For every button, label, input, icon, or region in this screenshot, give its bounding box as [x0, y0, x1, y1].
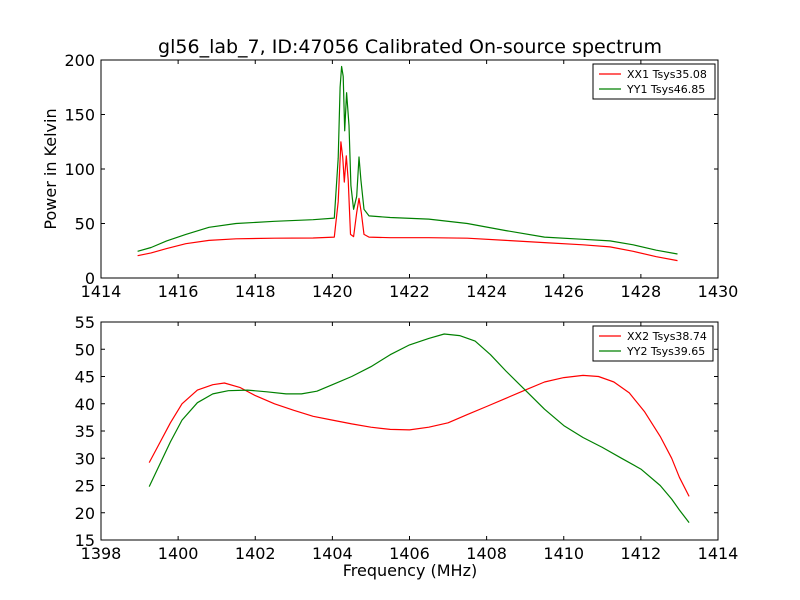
legend-box: [592, 63, 716, 100]
top-ticks-group: 1414 1416 1418 1420 1422 1424 1426 1428 1430 0 50 1…: [64, 51, 738, 301]
x-tick-label: 1424: [466, 282, 507, 301]
series-line-1-1: [148, 333, 690, 523]
y-tick-label: 45: [75, 368, 95, 387]
x-tick-label: 1416: [158, 282, 199, 301]
x-tick-label: 1428: [621, 282, 662, 301]
x-tick-label: 1408: [466, 544, 507, 563]
x-tick-label: 1400: [158, 544, 199, 563]
y-tick-label: 0: [85, 269, 95, 288]
y-tick-label: 50: [75, 215, 95, 234]
legend-label: YY1 Tsys46.85: [626, 83, 705, 96]
x-tick-label: 1430: [698, 282, 739, 301]
bottom-ticks-group: 1398 1400 1402 1404 1406 1408 1410 1412 1414 15 20…: [75, 313, 739, 563]
top-legend: XX1 Tsys35.08 YY1 Tsys46.85: [592, 63, 716, 100]
bottom-x-axis-label: Frequency (MHz): [343, 561, 477, 580]
x-tick-label: 1398: [81, 544, 122, 563]
y-tick-label: 25: [75, 477, 95, 496]
x-tick-label: 1414: [698, 544, 739, 563]
bottom-panel: 1398 1400 1402 1404 1406 1408 1410 1412 1414 15 20…: [75, 313, 739, 580]
x-tick-label: 1406: [389, 544, 430, 563]
legend-label: XX1 Tsys35.08: [627, 68, 707, 81]
y-tick-label: 30: [75, 449, 95, 468]
legend-box: [592, 325, 714, 362]
top-y-axis-label: Power in Kelvin: [41, 108, 60, 229]
legend-label: YY2 Tsys39.65: [626, 345, 705, 358]
top-panel: 1414 1416 1418 1420 1422 1424 1426 1428 1430 0 50 1…: [41, 51, 738, 301]
legend-label: XX2 Tsys38.74: [627, 330, 707, 343]
y-tick-label: 40: [75, 395, 95, 414]
y-tick-label: 55: [75, 313, 95, 332]
x-tick-label: 1418: [235, 282, 276, 301]
y-tick-label: 100: [64, 160, 95, 179]
x-tick-label: 1420: [312, 282, 353, 301]
y-tick-label: 35: [75, 422, 95, 441]
y-tick-label: 150: [64, 106, 95, 125]
y-tick-label: 200: [64, 51, 95, 70]
x-tick-label: 1404: [312, 544, 353, 563]
y-tick-label: 15: [75, 531, 95, 550]
x-tick-label: 1410: [543, 544, 584, 563]
x-tick-label: 1402: [235, 544, 276, 563]
top-series-group: [137, 65, 678, 262]
series-line-0-1: [137, 65, 678, 255]
series-line-1-0: [148, 374, 690, 497]
x-tick-label: 1422: [389, 282, 430, 301]
y-tick-label: 50: [75, 340, 95, 359]
chart-title: gl56_lab_7, ID:47056 Calibrated On-sourc…: [158, 36, 662, 58]
x-tick-label: 1426: [543, 282, 584, 301]
x-tick-label: 1414: [81, 282, 122, 301]
x-tick-label: 1412: [621, 544, 662, 563]
series-line-0-0: [137, 141, 678, 262]
bottom-legend: XX2 Tsys38.74 YY2 Tsys39.65: [592, 325, 714, 362]
bottom-series-group: [148, 333, 690, 523]
y-tick-label: 20: [75, 504, 95, 523]
